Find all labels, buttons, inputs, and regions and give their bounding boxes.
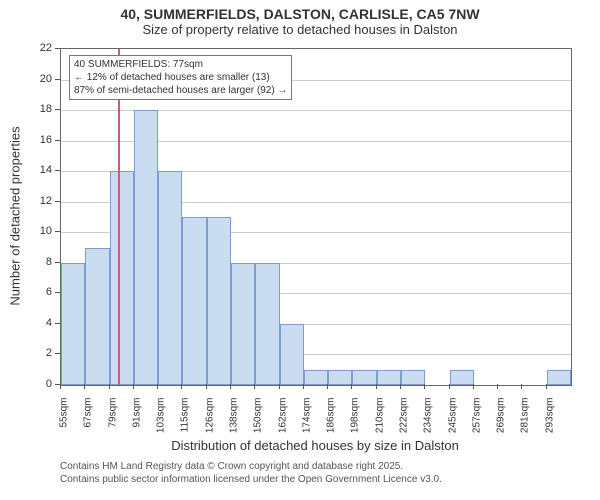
histogram-bar	[280, 324, 304, 385]
y-tick-mark	[55, 231, 60, 232]
y-tick-label: 20	[32, 73, 52, 85]
x-tick-label: 198sqm	[350, 398, 361, 442]
x-tick-mark	[60, 384, 61, 389]
x-tick-mark	[279, 384, 280, 389]
x-tick-label: 293sqm	[544, 398, 555, 442]
x-tick-label: 257sqm	[471, 398, 482, 442]
annotation-line1: 40 SUMMERFIELDS: 77sqm	[74, 59, 203, 70]
x-tick-label: 234sqm	[423, 398, 434, 442]
y-tick-label: 8	[32, 256, 52, 268]
x-tick-label: 91sqm	[131, 398, 142, 442]
histogram-bar	[450, 370, 474, 385]
histogram-bar	[182, 217, 206, 385]
y-tick-label: 0	[32, 378, 52, 390]
y-tick-mark	[55, 323, 60, 324]
arrow-right-icon: →	[277, 85, 287, 96]
histogram-bar	[158, 171, 182, 385]
x-tick-label: 245sqm	[447, 398, 458, 442]
histogram-bar	[207, 217, 231, 385]
histogram-bar	[231, 263, 255, 385]
x-tick-mark	[206, 384, 207, 389]
histogram-bar	[85, 248, 109, 385]
y-tick-label: 4	[32, 317, 52, 329]
title-main: 40, SUMMERFIELDS, DALSTON, CARLISLE, CA5…	[0, 0, 600, 22]
x-tick-mark	[424, 384, 425, 389]
histogram-bar	[110, 171, 134, 385]
y-tick-label: 6	[32, 286, 52, 298]
x-tick-mark	[449, 384, 450, 389]
credit-line2: Contains public sector information licen…	[60, 473, 442, 486]
x-tick-mark	[230, 384, 231, 389]
x-tick-mark	[181, 384, 182, 389]
x-tick-mark	[351, 384, 352, 389]
x-tick-label: 174sqm	[301, 398, 312, 442]
x-tick-label: 162sqm	[277, 398, 288, 442]
credit-text: Contains HM Land Registry data © Crown c…	[60, 460, 442, 486]
x-tick-mark	[157, 384, 158, 389]
x-tick-mark	[521, 384, 522, 389]
y-tick-label: 14	[32, 164, 52, 176]
histogram-bar	[377, 370, 401, 385]
x-tick-label: 150sqm	[253, 398, 264, 442]
y-tick-label: 12	[32, 195, 52, 207]
x-tick-mark	[303, 384, 304, 389]
y-tick-label: 2	[32, 347, 52, 359]
annotation-box: 40 SUMMERFIELDS: 77sqm ← 12% of detached…	[69, 55, 292, 100]
x-tick-mark	[400, 384, 401, 389]
histogram-bar	[134, 110, 158, 385]
y-tick-mark	[55, 140, 60, 141]
x-tick-label: 186sqm	[326, 398, 337, 442]
x-tick-mark	[327, 384, 328, 389]
x-tick-label: 210sqm	[374, 398, 385, 442]
y-tick-label: 18	[32, 103, 52, 115]
arrow-left-icon: ←	[74, 72, 84, 83]
histogram-bar	[328, 370, 352, 385]
plot-area: 40 SUMMERFIELDS: 77sqm ← 12% of detached…	[60, 48, 572, 386]
x-tick-mark	[546, 384, 547, 389]
y-tick-mark	[55, 109, 60, 110]
y-tick-mark	[55, 48, 60, 49]
x-tick-mark	[376, 384, 377, 389]
x-tick-label: 281sqm	[520, 398, 531, 442]
x-tick-label: 222sqm	[399, 398, 410, 442]
histogram-bar	[304, 370, 328, 385]
histogram-bar	[255, 263, 279, 385]
x-tick-mark	[109, 384, 110, 389]
x-tick-label: 126sqm	[204, 398, 215, 442]
x-tick-label: 67sqm	[83, 398, 94, 442]
x-tick-label: 269sqm	[496, 398, 507, 442]
title-sub: Size of property relative to detached ho…	[0, 22, 600, 41]
y-tick-label: 16	[32, 134, 52, 146]
annotation-smaller-text: 12% of detached houses are smaller (13)	[87, 72, 270, 83]
y-tick-mark	[55, 353, 60, 354]
y-tick-label: 22	[32, 42, 52, 54]
x-tick-label: 55sqm	[59, 398, 70, 442]
annotation-larger-text: 87% of semi-detached houses are larger (…	[74, 85, 275, 96]
histogram-bar	[401, 370, 425, 385]
histogram-bar	[61, 263, 85, 385]
x-tick-label: 79sqm	[107, 398, 118, 442]
credit-line1: Contains HM Land Registry data © Crown c…	[60, 460, 442, 473]
y-tick-label: 10	[32, 225, 52, 237]
y-tick-mark	[55, 170, 60, 171]
x-tick-mark	[254, 384, 255, 389]
x-tick-label: 115sqm	[180, 398, 191, 442]
y-tick-mark	[55, 262, 60, 263]
y-tick-mark	[55, 292, 60, 293]
y-tick-mark	[55, 79, 60, 80]
x-tick-label: 138sqm	[229, 398, 240, 442]
x-tick-mark	[497, 384, 498, 389]
x-tick-mark	[473, 384, 474, 389]
x-tick-label: 103sqm	[156, 398, 167, 442]
chart-container: 40, SUMMERFIELDS, DALSTON, CARLISLE, CA5…	[0, 0, 600, 500]
y-axis-label: Number of detached properties	[8, 126, 23, 305]
x-tick-mark	[84, 384, 85, 389]
x-tick-mark	[133, 384, 134, 389]
y-tick-mark	[55, 201, 60, 202]
histogram-bar	[547, 370, 571, 385]
histogram-bar	[352, 370, 376, 385]
